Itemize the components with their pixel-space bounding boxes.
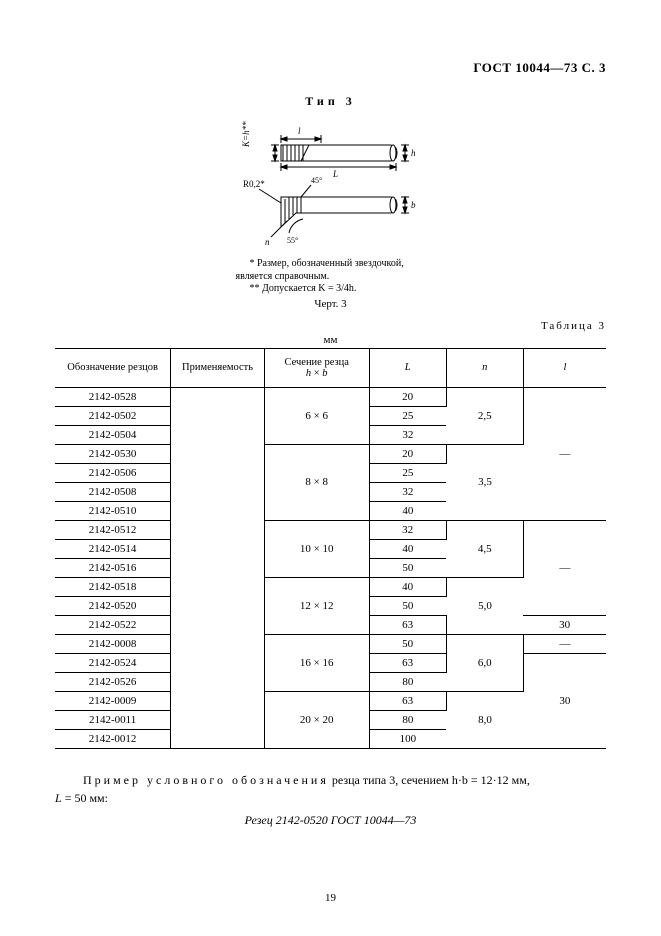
cell-n: 6,0 xyxy=(446,634,523,691)
footnote2-text: ** Допускается K = 3/4h. xyxy=(236,283,426,296)
fig-label-L: L xyxy=(332,169,338,179)
cell-n: 4,5 xyxy=(446,520,523,577)
cell-section: 16 × 16 xyxy=(264,634,369,691)
col-header: l xyxy=(523,348,606,387)
cell-section: 20 × 20 xyxy=(264,691,369,748)
cell-code: 2142-0514 xyxy=(55,539,171,558)
cell-code: 2142-0510 xyxy=(55,501,171,520)
cell-L: 40 xyxy=(369,577,446,596)
col-header: L xyxy=(369,348,446,387)
col-header: n xyxy=(446,348,523,387)
cell-code: 2142-0009 xyxy=(55,691,171,710)
cell-L: 50 xyxy=(369,596,446,615)
cell-L: 50 xyxy=(369,634,446,653)
footnote1-prefix: * xyxy=(250,258,258,269)
cell-L: 63 xyxy=(369,653,446,672)
cell-section: 6 × 6 xyxy=(264,387,369,444)
cell-code: 2142-0522 xyxy=(55,615,171,634)
table-row: 2142-051210 × 10324,5— xyxy=(55,520,606,539)
example-designation: Резец 2142-0520 ГОСТ 10044—73 xyxy=(55,811,606,829)
cell-l: — xyxy=(523,387,606,520)
cell-code: 2142-0520 xyxy=(55,596,171,615)
cell-code: 2142-0011 xyxy=(55,710,171,729)
cell-L: 80 xyxy=(369,710,446,729)
cell-l: 30 xyxy=(523,615,606,634)
example-spaced: Пример условного обозначения xyxy=(83,773,329,787)
cell-n: 3,5 xyxy=(446,444,523,520)
cell-n: 5,0 xyxy=(446,577,523,634)
cell-L: 63 xyxy=(369,615,446,634)
cell-L: 100 xyxy=(369,729,446,748)
col-header: Применяемость xyxy=(171,348,265,387)
cell-code: 2142-0504 xyxy=(55,425,171,444)
cell-L: 50 xyxy=(369,558,446,577)
cell-code: 2142-0524 xyxy=(55,653,171,672)
cell-code: 2142-0530 xyxy=(55,444,171,463)
type-label: Тип 3 xyxy=(55,94,606,109)
fig-label-45: 45° xyxy=(311,176,322,185)
fig-label-n: n xyxy=(265,237,270,247)
cell-L: 20 xyxy=(369,444,446,463)
footnote1-text: Размер, обозначенный звездочкой, являетс… xyxy=(236,258,404,282)
fig-label-55: 55° xyxy=(287,236,298,245)
cell-code: 2142-0502 xyxy=(55,406,171,425)
cell-section: 8 × 8 xyxy=(264,444,369,520)
col-header: Сечение резцаh × b xyxy=(264,348,369,387)
cell-code: 2142-0518 xyxy=(55,577,171,596)
footnote-block: * Размер, обозначенный звездочкой, являе… xyxy=(236,258,426,296)
cell-section: 12 × 12 xyxy=(264,577,369,634)
cell-l: — xyxy=(523,520,606,615)
cell-L: 20 xyxy=(369,387,446,406)
cell-L: 25 xyxy=(369,463,446,482)
cell-code: 2142-0508 xyxy=(55,482,171,501)
cell-code: 2142-0506 xyxy=(55,463,171,482)
cell-l: — xyxy=(523,634,606,653)
figure-3: K=h** l h L R0,2* 45° 55° n b xyxy=(241,115,421,254)
unit-label: мм xyxy=(55,334,606,346)
cell-code: 2142-0012 xyxy=(55,729,171,748)
cell-n: 2,5 xyxy=(446,387,523,444)
cell-L: 32 xyxy=(369,482,446,501)
spec-table: Обозначение резцовПрименяемостьСечение р… xyxy=(55,348,606,749)
cell-code: 2142-0516 xyxy=(55,558,171,577)
fig-label-k: K=h** xyxy=(241,121,251,148)
figure-caption: Черт. 3 xyxy=(55,298,606,310)
fig-label-h: h xyxy=(411,148,416,158)
cell-L: 40 xyxy=(369,501,446,520)
fig-label-l-small: l xyxy=(298,126,301,136)
fig-label-R: R0,2* xyxy=(243,179,265,189)
table-row: 2142-000816 × 16506,0— xyxy=(55,634,606,653)
cell-code: 2142-0008 xyxy=(55,634,171,653)
cell-section: 10 × 10 xyxy=(264,520,369,577)
cell-L: 32 xyxy=(369,425,446,444)
cell-L: 25 xyxy=(369,406,446,425)
cell-code: 2142-0528 xyxy=(55,387,171,406)
example-L: L xyxy=(55,791,62,805)
cell-code: 2142-0512 xyxy=(55,520,171,539)
cell-L: 63 xyxy=(369,691,446,710)
table-row: 2142-0528 6 × 6202,5— xyxy=(55,387,606,406)
document-header: ГОСТ 10044—73 С. 3 xyxy=(55,60,606,76)
table-caption: Таблица 3 xyxy=(55,320,606,332)
example-L-rest: = 50 мм: xyxy=(62,791,108,805)
cell-code: 2142-0526 xyxy=(55,672,171,691)
example-block: Пример условного обозначения резца типа … xyxy=(55,771,606,829)
cell-l: 30 xyxy=(523,653,606,748)
example-rest: резца типа 3, сечением h·b = 12·12 мм, xyxy=(329,773,530,787)
fig-label-b: b xyxy=(411,200,416,210)
cell-L: 40 xyxy=(369,539,446,558)
figure-svg: K=h** l h L R0,2* 45° 55° n b xyxy=(241,115,421,250)
page-number: 19 xyxy=(0,892,661,904)
col-header: Обозначение резцов xyxy=(55,348,171,387)
cell-L: 32 xyxy=(369,520,446,539)
cell-applicability xyxy=(171,387,265,748)
cell-L: 80 xyxy=(369,672,446,691)
cell-n: 8,0 xyxy=(446,691,523,748)
